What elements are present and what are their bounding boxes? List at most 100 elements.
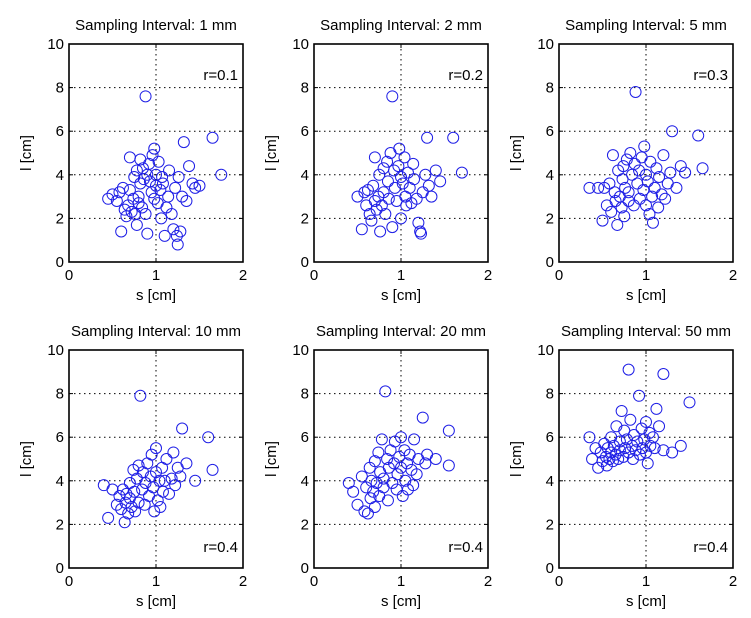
- data-point: [622, 446, 635, 459]
- data-point: [136, 201, 149, 214]
- data-point: [163, 164, 176, 177]
- data-point: [129, 505, 142, 518]
- x-tick-label: 1: [397, 573, 405, 590]
- data-point: [407, 479, 420, 492]
- y-axis-label: l [cm]: [508, 135, 525, 171]
- data-point: [180, 457, 193, 470]
- data-point: [156, 177, 169, 190]
- data-point: [388, 164, 401, 177]
- data-point: [401, 166, 414, 179]
- data-point: [674, 160, 687, 173]
- y-tick-label: 6: [546, 123, 554, 140]
- correlation-annotation: r=0.3: [693, 67, 728, 84]
- panel-2mm: Sampling Interval: 2 mm 0 1 2 0 2 4 6 8 10 r=0.2 s…: [263, 17, 492, 304]
- data-point: [165, 472, 178, 485]
- data-point: [183, 160, 196, 173]
- data-point: [416, 411, 429, 424]
- y-tick-label: 10: [537, 36, 554, 53]
- data-point: [606, 455, 619, 468]
- y-tick-label: 0: [56, 254, 64, 271]
- data-point: [612, 453, 625, 465]
- panel-1mm: Sampling Interval: 1 mm 0 1 2 0 2 4 6 8 10 r=0.1 s…: [18, 17, 247, 304]
- y-tick-label: 4: [56, 473, 64, 490]
- correlation-annotation: r=0.4: [203, 539, 238, 556]
- data-point: [627, 429, 640, 442]
- data-point: [396, 177, 409, 190]
- y-tick-label: 8: [546, 80, 554, 97]
- x-tick-label: 0: [555, 267, 563, 284]
- data-point: [633, 192, 646, 205]
- data-point: [592, 461, 605, 474]
- data-point: [143, 490, 156, 503]
- data-point: [132, 197, 145, 210]
- data-point: [169, 181, 182, 194]
- y-axis-label: l [cm]: [508, 441, 525, 477]
- data-point: [374, 225, 387, 238]
- data-point: [174, 225, 187, 238]
- data-point: [386, 90, 399, 103]
- data-point: [110, 194, 123, 207]
- data-point: [620, 153, 633, 166]
- data-point: [206, 131, 219, 144]
- data-point: [146, 149, 159, 162]
- data-point: [148, 505, 161, 518]
- y-tick-label: 2: [56, 516, 64, 533]
- data-point: [596, 214, 609, 227]
- x-tick-label: 0: [65, 267, 73, 284]
- data-point: [151, 494, 164, 507]
- y-tick-label: 4: [546, 473, 554, 490]
- data-point: [399, 474, 412, 487]
- data-point: [657, 149, 670, 162]
- data-point: [165, 208, 178, 221]
- plot-frame: [68, 43, 244, 263]
- data-point: [116, 483, 129, 496]
- y-tick-label: 2: [56, 210, 64, 227]
- x-tick-label: 1: [152, 267, 160, 284]
- data-point: [631, 177, 644, 190]
- x-tick-label: 1: [642, 267, 650, 284]
- data-point: [416, 186, 429, 199]
- y-axis-label: l [cm]: [18, 441, 35, 477]
- y-tick-label: 4: [546, 167, 554, 184]
- data-point: [643, 208, 656, 221]
- data-point: [643, 426, 656, 439]
- data-point: [118, 516, 131, 529]
- y-tick-label: 6: [301, 429, 309, 446]
- data-point: [361, 507, 374, 520]
- data-point: [138, 498, 151, 511]
- data-point: [640, 415, 652, 428]
- data-point: [150, 179, 162, 192]
- data-point: [679, 166, 692, 179]
- data-point: [410, 468, 423, 481]
- y-tick-label: 10: [47, 342, 64, 359]
- data-point: [388, 435, 401, 448]
- data-point: [692, 129, 705, 142]
- data-point: [650, 402, 663, 415]
- data-point: [169, 479, 182, 492]
- data-point: [611, 218, 624, 231]
- data-point: [386, 476, 399, 489]
- data-point: [355, 223, 368, 236]
- data-point: [429, 164, 442, 177]
- data-point: [351, 190, 364, 203]
- data-point: [381, 494, 394, 507]
- data-point: [598, 437, 611, 450]
- data-point: [421, 131, 434, 144]
- data-point: [640, 168, 652, 181]
- data-point: [607, 439, 620, 452]
- y-tick-label: 8: [56, 386, 64, 403]
- data-point: [160, 453, 173, 465]
- data-point: [358, 186, 371, 199]
- data-point: [134, 389, 147, 402]
- x-tick-label: 2: [239, 573, 247, 590]
- data-point: [583, 181, 596, 194]
- data-point: [641, 457, 654, 470]
- data-point: [626, 453, 639, 465]
- data-point: [652, 201, 665, 214]
- data-point: [615, 405, 628, 418]
- data-point: [110, 498, 123, 511]
- data-point: [627, 199, 640, 212]
- data-point: [636, 442, 649, 455]
- y-tick-label: 6: [301, 123, 309, 140]
- data-point: [617, 160, 630, 173]
